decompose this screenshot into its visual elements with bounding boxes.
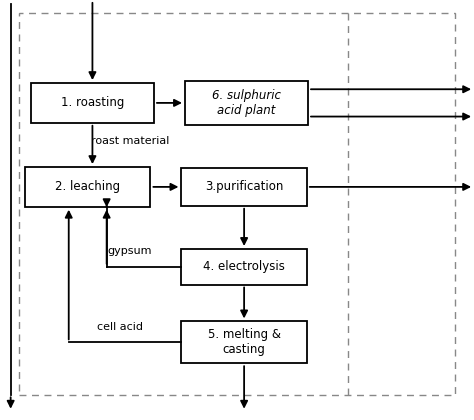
Bar [181, 321, 307, 363]
Text: 2. leaching: 2. leaching [55, 181, 120, 193]
Text: gypsum: gypsum [108, 246, 152, 256]
Text: 5. melting &
casting: 5. melting & casting [208, 328, 281, 356]
Bar [185, 81, 308, 125]
Text: roast material: roast material [91, 136, 170, 146]
Bar [181, 249, 307, 285]
Text: 6. sulphuric
acid plant: 6. sulphuric acid plant [212, 89, 281, 117]
Text: cell acid: cell acid [97, 322, 143, 332]
Bar [181, 168, 307, 206]
Bar [25, 167, 151, 207]
Text: 1. roasting: 1. roasting [61, 97, 124, 109]
Bar [31, 83, 154, 123]
Text: 3.purification: 3.purification [205, 181, 283, 193]
Text: 4. electrolysis: 4. electrolysis [203, 260, 285, 273]
